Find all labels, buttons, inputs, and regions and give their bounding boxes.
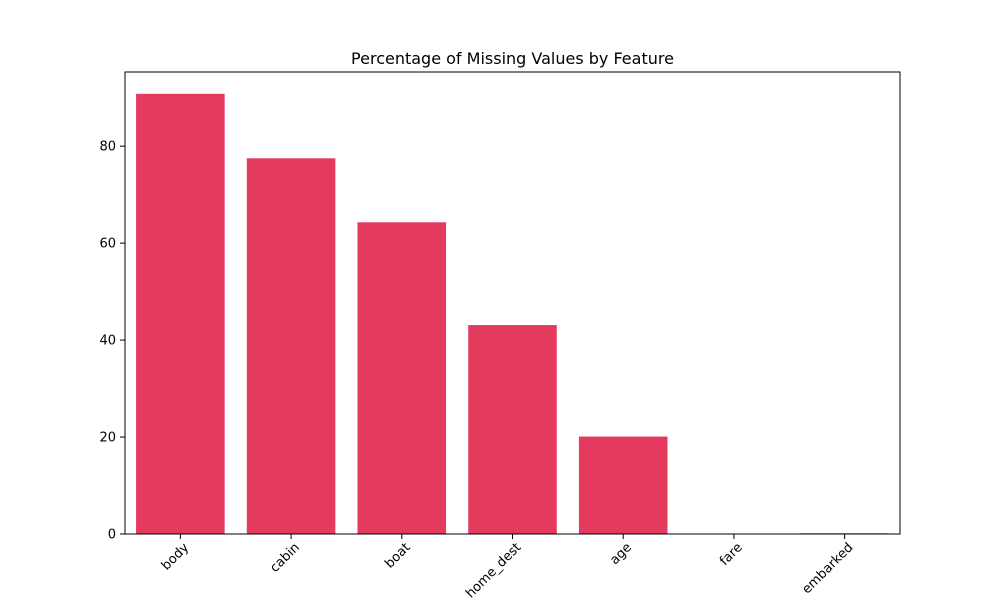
y-tick-label: 0 <box>108 528 116 543</box>
bars-group <box>136 93 889 535</box>
chart-title: Percentage of Missing Values by Feature <box>351 49 674 68</box>
bar-home-dest <box>468 325 557 534</box>
x-tick-label: body <box>159 540 193 574</box>
bar-age <box>578 436 668 534</box>
y-tick-label: 20 <box>99 431 116 446</box>
y-tick-label: 60 <box>99 237 116 252</box>
x-tick-label: home_dest <box>463 540 524 600</box>
bar-boat <box>357 222 447 534</box>
bar-cabin <box>246 158 336 534</box>
x-tick-label: embarked <box>800 540 857 597</box>
plot-frame <box>124 71 901 535</box>
x-tick-label: age <box>607 540 635 568</box>
x-tick-label: boat <box>382 540 413 571</box>
y-axis: 0 20 40 60 80 <box>99 140 125 543</box>
y-tick-label: 40 <box>99 334 116 349</box>
x-tick-label: fare <box>717 540 746 569</box>
x-tick-label: cabin <box>267 540 303 576</box>
bar-body <box>136 93 225 535</box>
x-axis: body cabin boat home_dest age fare embarked <box>159 534 857 600</box>
y-tick-label: 80 <box>99 140 116 155</box>
